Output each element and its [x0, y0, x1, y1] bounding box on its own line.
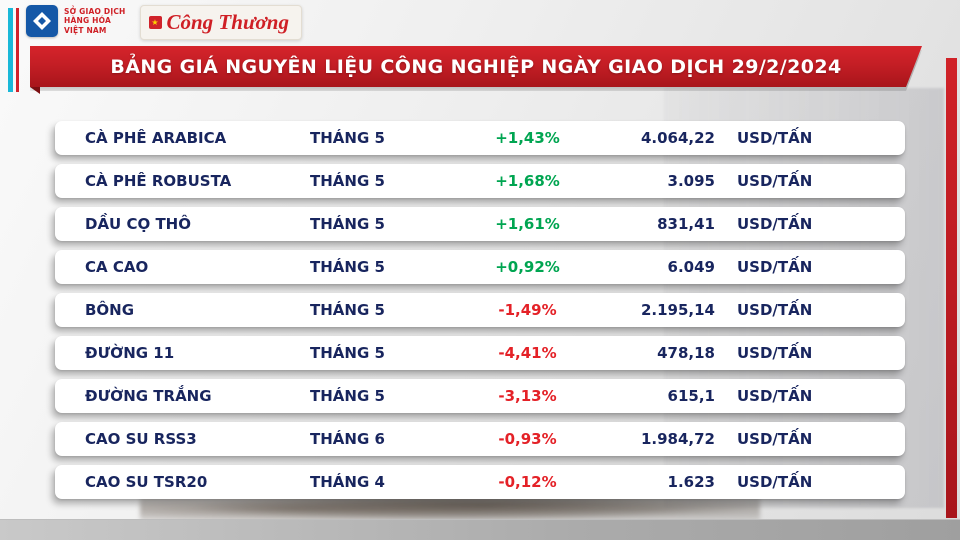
mxv-diamond-shape	[33, 12, 51, 30]
change-percent: -1,49%	[498, 301, 557, 319]
price-unit: USD/TẤN	[737, 430, 813, 448]
contract-month: THÁNG 6	[310, 430, 385, 448]
page-title: BẢNG GIÁ NGUYÊN LIỆU CÔNG NGHIỆP NGÀY GI…	[110, 55, 842, 78]
congthuong-logo-text: Công Thương	[166, 10, 289, 34]
left-accent-cyan-bar	[8, 8, 13, 92]
left-accent-red-bar	[16, 8, 19, 92]
contract-month: THÁNG 5	[310, 344, 385, 362]
table-row: CÀ PHÊ ROBUSTA THÁNG 5 +1,68% 3.095 USD/…	[55, 164, 905, 198]
contract-month: THÁNG 4	[310, 473, 385, 491]
price-unit: USD/TẤN	[737, 473, 813, 491]
price-value: 3.095	[667, 172, 715, 190]
commodity-name: CAO SU RSS3	[85, 430, 197, 448]
commodity-name: CÀ PHÊ ROBUSTA	[85, 172, 232, 190]
commodity-name: CA CAO	[85, 258, 149, 276]
change-percent: -3,13%	[498, 387, 557, 405]
price-unit: USD/TẤN	[737, 215, 813, 233]
commodity-name: ĐƯỜNG 11	[85, 344, 175, 362]
table-row: ĐƯỜNG 11 THÁNG 5 -4,41% 478,18 USD/TẤN	[55, 336, 905, 370]
mxv-text-line2: HÀNG HÓA	[64, 16, 111, 26]
mxv-text-line3: VIỆT NAM	[64, 25, 107, 35]
congthuong-logo: ★ Công Thương	[139, 5, 302, 40]
price-unit: USD/TẤN	[737, 258, 813, 276]
price-value: 615,1	[667, 387, 715, 405]
contract-month: THÁNG 5	[310, 215, 385, 233]
price-unit: USD/TẤN	[737, 129, 813, 147]
price-value: 1.984,72	[640, 430, 715, 448]
table-row: BÔNG THÁNG 5 -1,49% 2.195,14 USD/TẤN	[55, 293, 905, 327]
price-value: 2.195,14	[640, 301, 715, 319]
header-banner: BẢNG GIÁ NGUYÊN LIỆU CÔNG NGHIỆP NGÀY GI…	[30, 46, 922, 87]
table-row: DẦU CỌ THÔ THÁNG 5 +1,61% 831,41 USD/TẤN	[55, 207, 905, 241]
price-value: 1.623	[667, 473, 715, 491]
commodity-name: CÀ PHÊ ARABICA	[85, 129, 227, 147]
mxv-logo: SỞ GIAO DỊCH HÀNG HÓA VIỆT NAM	[26, 5, 126, 37]
commodity-name: DẦU CỌ THÔ	[85, 215, 191, 233]
change-percent: -0,93%	[498, 430, 557, 448]
change-percent: +1,61%	[495, 215, 560, 233]
change-percent: -4,41%	[498, 344, 557, 362]
table-row: CAO SU TSR20 THÁNG 4 -0,12% 1.623 USD/TẤ…	[55, 465, 905, 499]
contract-month: THÁNG 5	[310, 301, 385, 319]
mxv-logo-text: SỞ GIAO DỊCH HÀNG HÓA VIỆT NAM	[64, 7, 126, 35]
price-table: CÀ PHÊ ARABICA THÁNG 5 +1,43% 4.064,22 U…	[55, 121, 905, 499]
table-row: CA CAO THÁNG 5 +0,92% 6.049 USD/TẤN	[55, 250, 905, 284]
contract-month: THÁNG 5	[310, 258, 385, 276]
price-value: 6.049	[667, 258, 715, 276]
right-red-stripe	[946, 58, 957, 518]
change-percent: +1,68%	[495, 172, 560, 190]
price-unit: USD/TẤN	[737, 387, 813, 405]
price-value: 831,41	[657, 215, 715, 233]
table-row: ĐƯỜNG TRẮNG THÁNG 5 -3,13% 615,1 USD/TẤN	[55, 379, 905, 413]
contract-month: THÁNG 5	[310, 129, 385, 147]
commodity-name: ĐƯỜNG TRẮNG	[85, 387, 212, 405]
change-percent: +0,92%	[495, 258, 560, 276]
table-row: CAO SU RSS3 THÁNG 6 -0,93% 1.984,72 USD/…	[55, 422, 905, 456]
price-unit: USD/TẤN	[737, 344, 813, 362]
change-percent: -0,12%	[498, 473, 557, 491]
price-unit: USD/TẤN	[737, 172, 813, 190]
logo-bar: SỞ GIAO DỊCH HÀNG HÓA VIỆT NAM ★ Công Th…	[26, 5, 302, 40]
table-row: CÀ PHÊ ARABICA THÁNG 5 +1,43% 4.064,22 U…	[55, 121, 905, 155]
contract-month: THÁNG 5	[310, 172, 385, 190]
price-value: 4.064,22	[640, 129, 715, 147]
mxv-text-line1: SỞ GIAO DỊCH	[64, 6, 126, 16]
header-banner-fold	[30, 87, 40, 94]
commodity-name: BÔNG	[85, 301, 135, 319]
price-unit: USD/TẤN	[737, 301, 813, 319]
mxv-diamond-icon	[26, 5, 58, 37]
commodity-name: CAO SU TSR20	[85, 473, 208, 491]
bottom-gray-bar	[0, 519, 960, 540]
change-percent: +1,43%	[495, 129, 560, 147]
star-emblem-icon: ★	[148, 16, 162, 29]
contract-month: THÁNG 5	[310, 387, 385, 405]
price-value: 478,18	[657, 344, 715, 362]
